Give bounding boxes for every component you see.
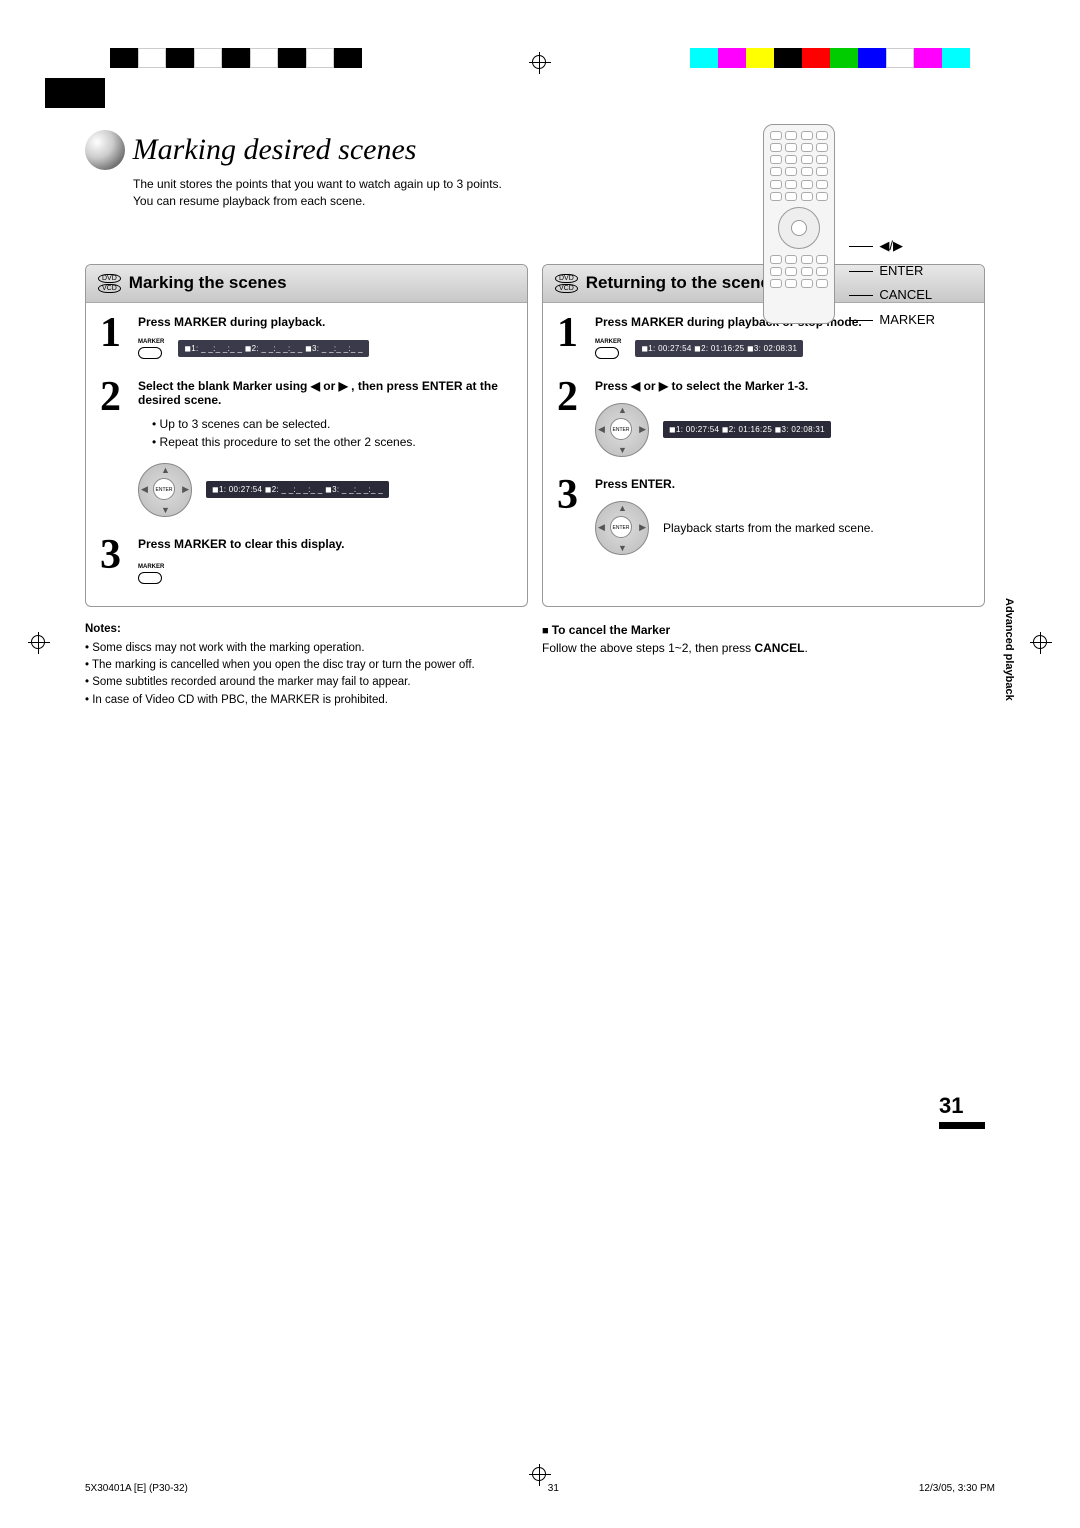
color-bar-left (110, 48, 362, 68)
intro-line: The unit stores the points that you want… (133, 176, 985, 193)
step-number: 3 (557, 477, 585, 559)
step-title: Press ENTER. (595, 477, 970, 491)
page-number: 31 (939, 1093, 985, 1129)
section-tab: Advanced playback (1003, 598, 1015, 701)
registration-mark-icon (529, 52, 551, 74)
marker-button-icon: MARKER (595, 339, 621, 359)
remote-label-arrows: ◀/▶ (879, 234, 903, 259)
enter-pad-icon: ENTER ▲▼◀▶ (595, 403, 649, 457)
step-number: 3 (100, 537, 128, 588)
note-item: In case of Video CD with PBC, the MARKER… (85, 692, 528, 709)
footer-page: 31 (548, 1483, 559, 1494)
remote-diagram (763, 124, 835, 324)
notes-section: Notes: Some discs may not work with the … (85, 621, 528, 709)
marking-scenes-panel: DVDVCD Marking the scenes 1 Press MARKER… (85, 264, 528, 607)
page-edge-band (45, 78, 105, 108)
note-item: The marking is cancelled when you open t… (85, 657, 528, 674)
marker-button-icon: MARKER (138, 564, 164, 584)
step-number: 1 (100, 315, 128, 363)
disc-badge-icon: DVDVCD (555, 273, 578, 294)
osd-display: ◼1: _ _:_ _:_ _ ◼2: _ _:_ _:_ _ ◼3: _ _:… (178, 340, 369, 357)
remote-label-marker: MARKER (879, 308, 935, 333)
enter-pad-icon: ENTER ▲▼◀▶ (138, 463, 192, 517)
panel-title: Marking the scenes (129, 273, 287, 293)
cancel-body: Follow the above steps 1~2, then press C… (542, 639, 985, 657)
cancel-marker-section: To cancel the Marker Follow the above st… (542, 621, 985, 658)
print-footer: 5X30401A [E] (P30-32) 31 12/3/05, 3:30 P… (85, 1483, 995, 1494)
page-header: Marking desired scenes The unit stores t… (85, 130, 985, 210)
notes-title: Notes: (85, 621, 528, 638)
color-bar-right (690, 48, 970, 68)
registration-mark-icon (1030, 632, 1052, 654)
registration-mark-icon (28, 632, 50, 654)
step-bullet: Up to 3 scenes can be selected. (160, 417, 331, 431)
step-title: Select the blank Marker using ◀ or ▶ , t… (138, 379, 513, 407)
osd-display: ◼1: 00:27:54 ◼2: 01:16:25 ◼3: 02:08:31 (635, 340, 803, 357)
step-title: Press ◀ or ▶ to select the Marker 1-3. (595, 379, 970, 393)
remote-labels: ◀/▶ ENTER CANCEL MARKER (849, 234, 935, 333)
step-title: Press MARKER to clear this display. (138, 537, 513, 551)
panel-title: Returning to the scenes (586, 273, 780, 293)
footer-doc-id: 5X30401A [E] (P30-32) (85, 1483, 188, 1494)
footer-timestamp: 12/3/05, 3:30 PM (919, 1483, 995, 1494)
note-item: Some subtitles recorded around the marke… (85, 674, 528, 691)
marker-button-icon: MARKER (138, 339, 164, 359)
remote-label-cancel: CANCEL (879, 283, 932, 308)
step-title: Press MARKER during playback. (138, 315, 513, 329)
page-title: Marking desired scenes (133, 133, 417, 166)
step-number: 1 (557, 315, 585, 363)
sphere-icon (85, 130, 125, 170)
step-number: 2 (100, 379, 128, 521)
disc-badge-icon: DVDVCD (98, 273, 121, 294)
osd-display: ◼1: 00:27:54 ◼2: 01:16:25 ◼3: 02:08:31 (663, 421, 831, 438)
step-number: 2 (557, 379, 585, 461)
step-bullet: Repeat this procedure to set the other 2… (160, 435, 416, 449)
enter-pad-icon: ENTER ▲▼◀▶ (595, 501, 649, 555)
step-body-text: Playback starts from the marked scene. (663, 521, 874, 535)
note-item: Some discs may not work with the marking… (85, 640, 528, 657)
osd-display: ◼1: 00:27:54 ◼2: _ _:_ _:_ _ ◼3: _ _:_ _… (206, 481, 389, 498)
intro-line: You can resume playback from each scene. (133, 193, 985, 210)
remote-label-enter: ENTER (879, 259, 923, 284)
cancel-title: To cancel the Marker (542, 621, 985, 640)
